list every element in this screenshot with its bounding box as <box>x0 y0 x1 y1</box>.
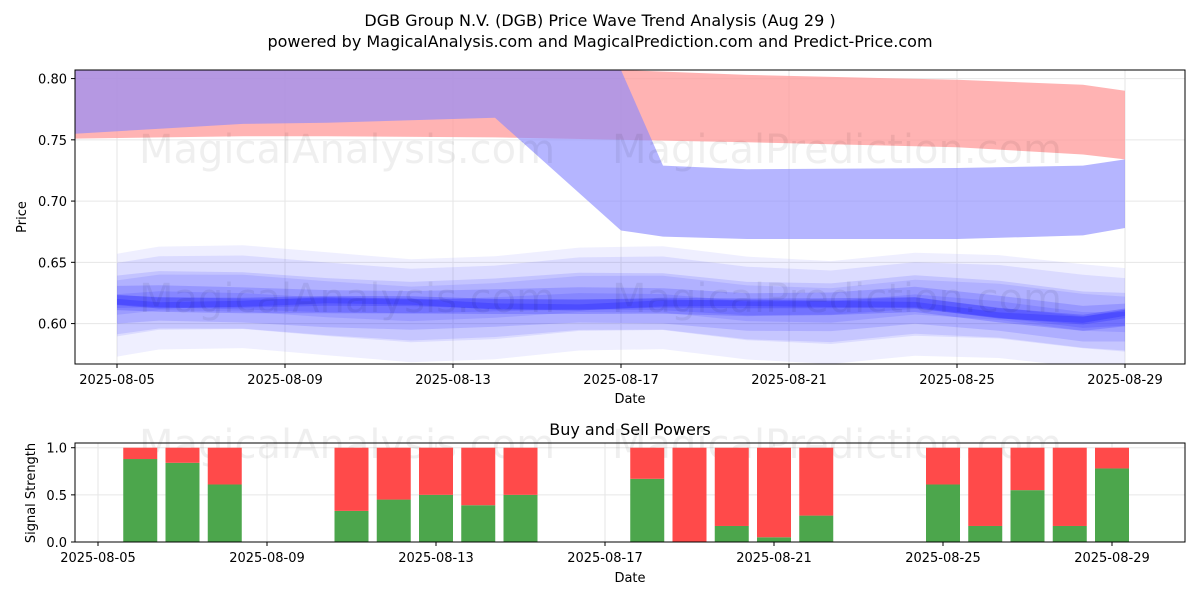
price-axes-frame <box>74 69 1186 365</box>
price-x-tick-label: 2025-08-21 <box>751 373 827 388</box>
buy-bar <box>123 459 158 542</box>
powers-x-tick-label: 2025-08-05 <box>60 551 136 566</box>
buy-bar <box>714 525 749 542</box>
price-x-tick-label: 2025-08-13 <box>415 373 491 388</box>
sell-bar <box>503 447 538 495</box>
powers-x-tick-label: 2025-08-29 <box>1074 551 1150 566</box>
watermark-analysis-2: MagicalAnalysis.com <box>139 276 555 322</box>
sell-bar <box>419 447 453 495</box>
price-x-tick-label: 2025-08-05 <box>79 373 155 388</box>
price-watermarks: MagicalAnalysis.com MagicalPrediction.co… <box>139 127 1062 322</box>
buy-bar <box>376 499 411 542</box>
wave-band-2 <box>117 255 1125 352</box>
wave-band-5 <box>117 291 1125 342</box>
powers-y-axis: 0.0 0.5 1.0 <box>46 442 75 551</box>
price-y-tick-label: 0.70 <box>38 195 67 210</box>
wave-band-1 <box>117 245 1125 364</box>
wave-band-8 <box>117 294 1125 325</box>
powers-x-tick-label: 2025-08-25 <box>905 551 981 566</box>
chart-title: DGB Group N.V. (DGB) Price Wave Trend An… <box>364 11 835 30</box>
sell-bar <box>1052 447 1087 526</box>
powers-x-tick-label: 2025-08-17 <box>567 551 643 566</box>
price-y-tick-label: 0.75 <box>38 134 67 149</box>
sell-bar <box>926 447 960 485</box>
price-x-tick-label: 2025-08-17 <box>583 373 659 388</box>
lower-price-band <box>75 70 1125 239</box>
buy-bar <box>334 510 369 542</box>
buy-bar <box>757 537 791 542</box>
powers-title: Buy and Sell Powers <box>549 420 711 439</box>
powers-x-tick-label: 2025-08-21 <box>736 551 812 566</box>
price-x-tick-label: 2025-08-29 <box>1087 373 1163 388</box>
buy-bar <box>461 505 496 542</box>
buy-bar <box>1052 525 1087 542</box>
sell-bar <box>207 447 242 485</box>
powers-x-tick-label: 2025-08-09 <box>229 551 305 566</box>
price-y-tick-label: 0.80 <box>38 73 67 88</box>
buy-bar <box>926 484 960 542</box>
buy-bar <box>503 494 538 542</box>
price-plot-area <box>75 70 1125 364</box>
watermark-prediction-2: MagicalPrediction.com <box>612 276 1062 322</box>
powers-x-axis: 2025-08-05 2025-08-09 2025-08-13 2025-08-17… <box>60 542 1150 566</box>
powers-axes-frame <box>74 442 1186 543</box>
wave-band-6 <box>117 285 1125 328</box>
price-y-tick-label: 0.60 <box>38 318 67 333</box>
buy-bar <box>207 484 242 542</box>
price-x-tick-label: 2025-08-25 <box>919 373 995 388</box>
sell-bar <box>799 447 834 516</box>
price-y-axis: 0.60 0.65 0.70 0.75 0.80 <box>38 73 75 333</box>
sell-bar <box>968 447 1003 526</box>
powers-y-tick-label: 0.5 <box>46 489 67 504</box>
wave-band-4 <box>117 271 1125 333</box>
powers-plot-area <box>123 447 1129 542</box>
chart-subtitle: powered by MagicalAnalysis.com and Magic… <box>267 32 932 51</box>
buy-bar <box>630 478 665 542</box>
watermark-analysis: MagicalAnalysis.com <box>139 127 555 173</box>
powers-y-tick-label: 0.0 <box>46 536 67 551</box>
buy-bar <box>1010 490 1045 542</box>
powers-x-label: Date <box>614 571 645 586</box>
buy-bar <box>799 515 834 542</box>
sell-bar <box>630 447 665 479</box>
sell-bar <box>334 447 369 511</box>
wave-band-9 <box>117 297 1125 323</box>
price-x-label: Date <box>614 392 645 407</box>
price-x-tick-label: 2025-08-09 <box>247 373 323 388</box>
buy-bar <box>419 494 453 542</box>
powers-y-label: Signal Strength <box>24 443 39 543</box>
sell-bar <box>1010 447 1045 491</box>
price-y-tick-label: 0.65 <box>38 256 67 271</box>
price-x-axis: 2025-08-05 2025-08-09 2025-08-13 2025-08-17… <box>79 364 1163 388</box>
buy-bar <box>165 462 200 542</box>
watermark-prediction: MagicalPrediction.com <box>612 127 1062 173</box>
sell-bar <box>672 447 707 542</box>
sell-bar <box>714 447 749 526</box>
price-y-label: Price <box>15 201 30 233</box>
powers-y-tick-label: 1.0 <box>46 442 67 457</box>
sell-bar <box>165 447 200 463</box>
sell-bar <box>1095 447 1129 469</box>
sell-bar <box>757 447 791 538</box>
wave-band-7 <box>117 295 1125 331</box>
sell-bar <box>123 447 158 460</box>
powers-x-tick-label: 2025-08-13 <box>398 551 474 566</box>
buy-bar <box>1095 468 1129 542</box>
buy-bar <box>968 525 1003 542</box>
sell-bar <box>461 447 496 506</box>
sell-bar <box>376 447 411 500</box>
wave-band-3 <box>117 274 1125 351</box>
